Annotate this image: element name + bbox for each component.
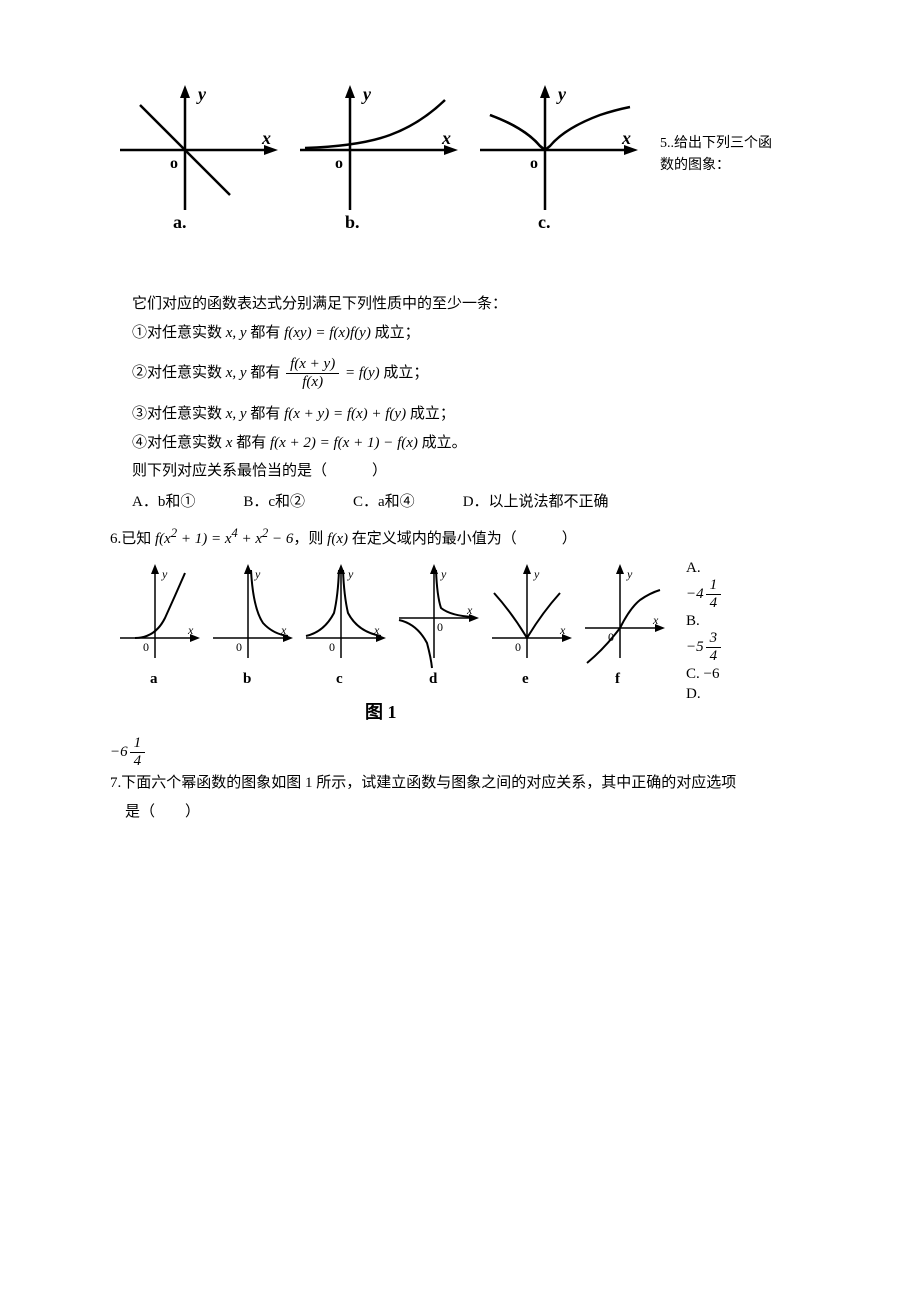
svg-text:y: y [254, 567, 261, 581]
svg-text:0: 0 [236, 640, 242, 654]
svg-text:b: b [243, 671, 251, 687]
svg-text:y: y [440, 567, 447, 581]
svg-text:x: x [373, 623, 380, 637]
q5-graph-b: y x o b. [290, 80, 470, 230]
svg-text:a.: a. [173, 212, 187, 230]
svg-text:x: x [621, 128, 631, 148]
svg-text:c: c [336, 671, 343, 687]
svg-text:e: e [522, 671, 529, 687]
q5-graph-a: y x o a. [110, 80, 290, 230]
q5-cond4: ④对任意实数 x 都有 f(x + 2) = f(x + 1) − f(x) 成… [132, 429, 810, 458]
svg-text:x: x [441, 128, 451, 148]
q5-prompt: 5..给出下列三个函数的图象： [660, 133, 780, 178]
svg-text:o: o [170, 155, 178, 172]
svg-text:y: y [361, 84, 372, 104]
svg-text:y: y [533, 567, 540, 581]
svg-text:0: 0 [437, 620, 443, 634]
q6-right-options: A. −414 B. −534 C. −6 D. [686, 558, 766, 705]
fig1-caption: 图 1 [365, 702, 397, 722]
q7-line2: 是（ ） [110, 798, 810, 827]
svg-text:a: a [150, 671, 158, 687]
svg-text:x: x [466, 603, 473, 617]
q5-line1: 它们对应的函数表达式分别满足下列性质中的至少一条： [132, 290, 810, 319]
svg-text:x: x [187, 623, 194, 637]
q6-optD-value: −614 [110, 736, 810, 769]
svg-text:y: y [556, 84, 567, 104]
q5-optA: A．b和① [132, 488, 195, 517]
svg-text:y: y [161, 567, 168, 581]
svg-text:f: f [615, 671, 621, 687]
q6-figure-and-options: y x 0 a y x 0 b [110, 558, 810, 739]
q5-options: A．b和① B．c和② C．a和④ D．以上说法都不正确 [132, 488, 810, 517]
q5-optB: B．c和② [243, 488, 305, 517]
svg-text:y: y [626, 567, 633, 581]
svg-text:o: o [335, 155, 343, 172]
svg-text:0: 0 [608, 630, 614, 644]
svg-text:x: x [261, 128, 271, 148]
svg-text:0: 0 [329, 640, 335, 654]
svg-text:x: x [280, 623, 287, 637]
svg-text:y: y [347, 567, 354, 581]
q5-cond3: ③对任意实数 x, y 都有 f(x + y) = f(x) + f(y) 成立… [132, 400, 810, 429]
svg-text:y: y [196, 84, 207, 104]
q5-optC: C．a和④ [353, 488, 415, 517]
svg-text:d: d [429, 671, 438, 687]
q6-stem: 6.已知 f(x2 + 1) = x4 + x2 − 6，则 f(x) 在定义域… [110, 522, 810, 554]
svg-text:b.: b. [345, 212, 360, 230]
q5-choose: 则下列对应关系最恰当的是（ ） [132, 457, 810, 486]
q5-graphs-row: y x o a. y x o b. y x [110, 80, 810, 230]
svg-text:0: 0 [515, 640, 521, 654]
svg-text:0: 0 [143, 640, 149, 654]
q5-cond2: ②对任意实数 x, y 都有 f(x + y)f(x) = f(y) 成立； [132, 357, 810, 390]
figure-1: y x 0 a y x 0 b [110, 558, 670, 728]
q5-cond1: ①对任意实数 x, y 都有 f(xy) = f(x)f(y) 成立； [132, 319, 810, 348]
svg-text:o: o [530, 155, 538, 172]
svg-text:x: x [652, 613, 659, 627]
q5-optD: D．以上说法都不正确 [463, 488, 609, 517]
svg-text:x: x [559, 623, 566, 637]
q5-graph-c: y x o c. [470, 80, 650, 230]
q7-line1: 7.下面六个幂函数的图象如图 1 所示，试建立函数与图象之间的对应关系，其中正确… [110, 769, 810, 798]
svg-text:c.: c. [538, 212, 551, 230]
